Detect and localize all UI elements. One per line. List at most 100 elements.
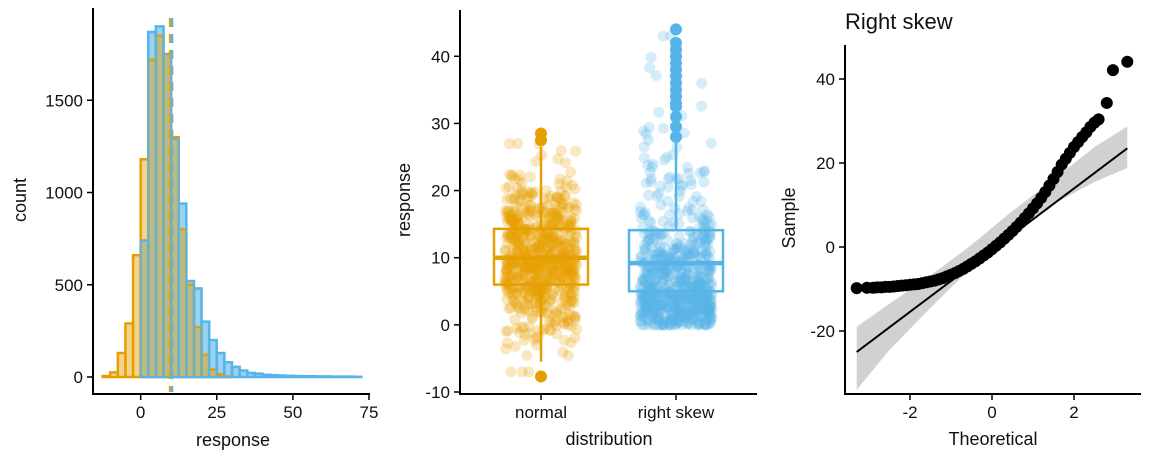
jitter-point-normal xyxy=(505,366,517,378)
jitter-point-right_skew xyxy=(685,249,697,261)
jitter-point-right_skew xyxy=(694,287,706,299)
jitter-point-normal xyxy=(570,257,582,269)
jitter-point-normal xyxy=(503,303,515,315)
jitter-point-normal xyxy=(547,231,559,243)
jitter-point-normal xyxy=(524,243,536,255)
box-outlier-right_skew xyxy=(670,23,682,36)
jitter-point-normal xyxy=(542,270,554,282)
jitter-point-normal xyxy=(560,262,572,274)
jitter-point-normal xyxy=(537,233,549,245)
jitter-point-right_skew xyxy=(706,218,718,230)
jitter-point-normal xyxy=(519,265,531,277)
jitter-point-right_skew xyxy=(689,248,701,260)
jitter-point-right_skew xyxy=(695,195,707,207)
jitter-point-normal xyxy=(529,242,541,254)
jitter-point-right_skew xyxy=(664,293,676,305)
jitter-point-right_skew xyxy=(699,275,711,287)
jitter-point-right_skew xyxy=(701,236,713,248)
qq-x-axis-title: Theoretical xyxy=(948,429,1037,449)
jitter-point-right_skew xyxy=(642,319,654,331)
jitter-point-normal xyxy=(565,214,577,226)
jitter-point-normal xyxy=(524,205,536,217)
jitter-point-right_skew xyxy=(674,304,686,316)
jitter-point-normal xyxy=(564,267,576,279)
jitter-point-right_skew xyxy=(659,317,671,329)
jitter-point-right_skew xyxy=(693,274,705,286)
jitter-point-normal xyxy=(541,215,553,227)
jitter-point-normal xyxy=(543,314,555,326)
qq-point xyxy=(850,282,863,295)
jitter-point-normal xyxy=(530,241,542,253)
jitter-point-normal xyxy=(512,301,524,313)
histogram-y-tick-label: 1000 xyxy=(45,184,83,203)
jitter-point-normal xyxy=(508,216,520,228)
boxplot-boxes xyxy=(492,23,725,383)
jitter-point-normal xyxy=(529,334,541,346)
jitter-point-right_skew xyxy=(695,294,707,306)
jitter-point-right_skew xyxy=(676,291,688,303)
jitter-point-normal xyxy=(570,204,582,216)
jitter-point-normal xyxy=(537,236,549,248)
jitter-point-normal xyxy=(508,193,520,205)
jitter-point-right_skew xyxy=(645,51,657,63)
jitter-point-right_skew xyxy=(677,315,689,327)
jitter-point-normal xyxy=(523,247,535,259)
jitter-point-normal xyxy=(533,239,545,251)
jitter-point-right_skew xyxy=(645,264,657,276)
jitter-point-normal xyxy=(525,186,537,198)
jitter-point-right_skew xyxy=(692,237,704,249)
jitter-point-right_skew xyxy=(644,166,656,178)
jitter-point-normal xyxy=(543,261,555,273)
jitter-point-right_skew xyxy=(653,307,665,319)
jitter-point-right_skew xyxy=(692,279,704,291)
jitter-point-right_skew xyxy=(638,239,650,251)
jitter-point-normal xyxy=(526,313,538,325)
jitter-point-normal xyxy=(556,270,568,282)
jitter-point-normal xyxy=(541,227,553,239)
jitter-point-right_skew xyxy=(706,306,718,318)
jitter-point-normal xyxy=(547,318,559,330)
jitter-point-right_skew xyxy=(676,310,688,322)
jitter-point-normal xyxy=(540,307,552,319)
jitter-point-normal xyxy=(532,266,544,278)
jitter-point-right_skew xyxy=(688,312,700,324)
jitter-point-normal xyxy=(515,194,527,206)
jitter-point-right_skew xyxy=(683,268,695,280)
jitter-point-normal xyxy=(565,217,577,229)
jitter-point-right_skew xyxy=(634,315,646,327)
jitter-point-right_skew xyxy=(637,275,649,287)
jitter-point-normal xyxy=(501,193,513,205)
jitter-point-normal xyxy=(522,293,534,305)
jitter-point-normal xyxy=(542,242,554,254)
jitter-point-right_skew xyxy=(692,293,704,305)
jitter-point-normal xyxy=(518,288,530,300)
jitter-point-normal xyxy=(565,295,577,307)
jitter-point-right_skew xyxy=(644,298,656,310)
jitter-point-right_skew xyxy=(687,247,699,259)
jitter-point-normal xyxy=(533,263,545,275)
jitter-point-normal xyxy=(502,277,514,289)
jitter-point-normal xyxy=(570,228,582,240)
jitter-point-normal xyxy=(568,269,580,281)
jitter-point-normal xyxy=(510,231,522,243)
jitter-point-right_skew xyxy=(655,250,667,262)
jitter-point-right_skew xyxy=(647,300,659,312)
jitter-point-normal xyxy=(510,221,522,233)
jitter-point-normal xyxy=(502,325,514,337)
box-outlier-normal xyxy=(535,127,547,140)
jitter-point-right_skew xyxy=(649,299,661,311)
jitter-point-right_skew xyxy=(702,272,714,284)
jitter-point-right_skew xyxy=(642,300,654,312)
jitter-point-right_skew xyxy=(700,233,712,245)
jitter-point-right_skew xyxy=(654,299,666,311)
jitter-point-normal xyxy=(545,264,557,276)
jitter-point-normal xyxy=(538,261,550,273)
jitter-point-right_skew xyxy=(699,165,711,177)
jitter-point-normal xyxy=(505,283,517,295)
jitter-point-normal xyxy=(563,201,575,213)
jitter-point-right_skew xyxy=(674,185,686,197)
jitter-point-right_skew xyxy=(650,70,662,82)
jitter-point-normal xyxy=(546,217,558,229)
jitter-point-right_skew xyxy=(693,280,705,292)
